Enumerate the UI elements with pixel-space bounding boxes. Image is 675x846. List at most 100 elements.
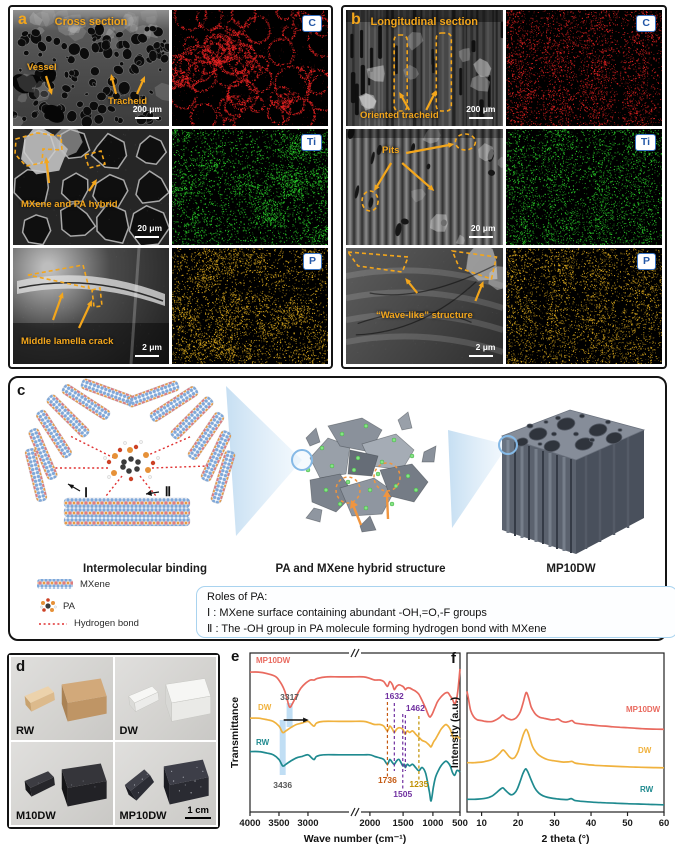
- svg-text:DW: DW: [258, 703, 272, 712]
- panel-a: a Cross section Vessel Tracheid 200 μm C…: [8, 5, 333, 369]
- highlight-circle-2: [373, 462, 401, 492]
- eds-map: [172, 248, 328, 364]
- svg-text:Wave number (cm⁻¹): Wave number (cm⁻¹): [304, 833, 407, 845]
- sem-image: [346, 129, 503, 245]
- svg-text:10: 10: [476, 818, 487, 829]
- pa-icon: [40, 598, 57, 612]
- annotation-pits: Pits: [382, 145, 400, 156]
- eds-map-carbon: C: [505, 10, 662, 126]
- photo-scale-bar: 1 cm: [185, 805, 211, 819]
- hydrogen-bond-icon: [39, 622, 67, 625]
- sem-annotations: [361, 133, 477, 212]
- svg-text:500: 500: [452, 818, 468, 829]
- svg-text:30: 30: [549, 818, 560, 829]
- caption-hybrid-structure: PA and MXene hybrid structure: [275, 563, 446, 575]
- panel-letter: b: [351, 11, 361, 28]
- svg-text:3436: 3436: [273, 780, 292, 790]
- svg-text:2 theta (°): 2 theta (°): [542, 833, 590, 845]
- mp10dw-blocks: [124, 759, 209, 805]
- legend-pa: PA: [40, 598, 75, 615]
- eds-map-carbon: C: [172, 10, 328, 126]
- eds-map: [505, 248, 662, 364]
- svg-text:Transmittance: Transmittance: [229, 697, 241, 768]
- zoom-beam-left: [226, 386, 302, 536]
- hybrid-arrows: [350, 490, 391, 526]
- svg-text:3000: 3000: [297, 818, 318, 829]
- sem-annotations: [346, 250, 498, 302]
- panel-letter: d: [16, 658, 26, 675]
- eds-map-titanium: Ti: [505, 129, 662, 245]
- eds-element-label: P: [302, 253, 322, 270]
- svg-text:60: 60: [659, 818, 670, 829]
- sample-label: MP10DW: [119, 810, 167, 822]
- scale-bar: [468, 354, 493, 357]
- dw-blocks: [127, 678, 211, 722]
- pa-dots-on-mxene: [305, 423, 419, 511]
- roles-of-pa-box: Roles of PA: Ⅰ : MXene surface containin…: [196, 586, 675, 638]
- scale-text: 2 μm: [142, 342, 162, 352]
- zoom-beam-right: [448, 430, 508, 528]
- eds-element-label: Ti: [300, 134, 322, 151]
- eds-element-label: C: [302, 15, 322, 32]
- sample-label: M10DW: [16, 810, 56, 822]
- eds-map-phosphorus: P: [505, 248, 662, 364]
- svg-text:1000: 1000: [422, 818, 443, 829]
- eds-element-label: Ti: [634, 134, 656, 151]
- eds-map: [505, 10, 662, 126]
- svg-text:4000: 4000: [239, 818, 260, 829]
- svg-text:1462: 1462: [406, 703, 425, 713]
- role-1: Ⅰ : MXene surface containing abundant -O…: [207, 607, 487, 619]
- panel-d: d RW DW M10DW: [7, 653, 220, 829]
- sem-annotations: [27, 264, 103, 329]
- svg-text:MP10DW: MP10DW: [626, 705, 661, 714]
- hydrogen-bond-lines: [54, 435, 209, 497]
- rw-blocks: [24, 678, 107, 722]
- mechanism-schematic: Ⅰ Ⅱ: [23, 378, 646, 554]
- svg-text:DW: DW: [638, 746, 652, 755]
- sem-title: Cross section: [54, 16, 128, 28]
- scale-bar: [468, 235, 493, 238]
- annotation-wave-like-structure: “Wave-like” structure: [376, 310, 473, 321]
- scale-bar: [135, 116, 159, 119]
- pa-molecule: [103, 440, 160, 482]
- panel-b: b Longitudinal section Oriented tracheid…: [341, 5, 667, 369]
- svg-text:3317: 3317: [280, 692, 299, 702]
- svg-text:Intensity (a.u.): Intensity (a.u.): [449, 697, 461, 768]
- sample-label: DW: [119, 725, 138, 737]
- legend-label: MXene: [80, 578, 111, 590]
- svg-text:2000: 2000: [359, 818, 380, 829]
- panel-c: c: [8, 376, 675, 641]
- panel-a-grid: a Cross section Vessel Tracheid 200 μm C…: [10, 7, 331, 367]
- caption-intermolecular-binding: Intermolecular binding: [83, 563, 207, 575]
- eds-element-label: C: [636, 15, 656, 32]
- svg-text:1505: 1505: [393, 789, 412, 799]
- legend-mxene: MXene: [36, 578, 110, 590]
- scale-text: 200 μm: [466, 104, 496, 114]
- svg-text:1500: 1500: [393, 818, 414, 829]
- annotation-vessel: Vessel: [27, 62, 57, 73]
- legend-hydrogen-bond: Hydrogen bond: [38, 618, 139, 629]
- scale-text: 20 μm: [470, 223, 496, 233]
- sem-image: [346, 10, 503, 126]
- svg-text:RW: RW: [256, 738, 270, 747]
- eds-map-phosphorus: P: [172, 248, 328, 364]
- marker-I: Ⅰ: [84, 485, 88, 500]
- zoom-circle-left: [291, 449, 313, 471]
- legend-label: PA: [63, 601, 75, 612]
- eds-map: [172, 10, 328, 126]
- sem-longitudinal-mid-mag: Pits 20 μm: [346, 129, 503, 245]
- svg-text:50: 50: [622, 818, 633, 829]
- annotation-mxene-pa-hybrid: MXene and PA hybrid: [21, 199, 118, 210]
- roles-title: Roles of PA:: [207, 591, 268, 603]
- sem-longitudinal-low-mag: b Longitudinal section Oriented tracheid…: [346, 10, 503, 126]
- m10dw-blocks: [24, 763, 107, 807]
- panel-letter: a: [18, 11, 27, 28]
- annotation-middle-lamella-crack: Middle lamella crack: [21, 336, 114, 347]
- annotation-tracheid: Tracheid: [108, 96, 148, 107]
- sem-cross-section-high-mag: Middle lamella crack 2 μm: [13, 248, 169, 364]
- scale-text: 20 μm: [137, 223, 162, 233]
- svg-text:1736: 1736: [378, 775, 397, 785]
- marker-II: Ⅱ: [165, 484, 171, 499]
- panel-letter-f: f: [451, 650, 456, 667]
